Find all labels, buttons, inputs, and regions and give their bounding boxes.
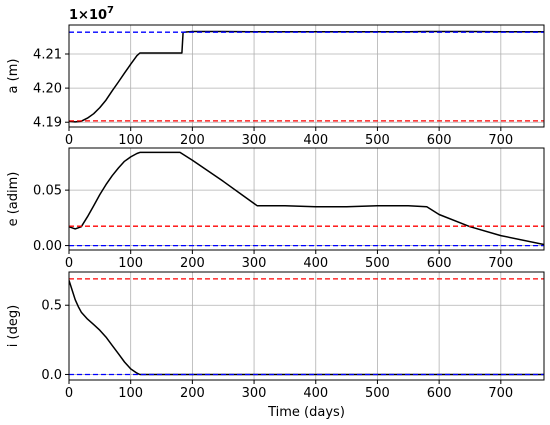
- panel-2: 0 100 200 300 400 500 600 700 0.00 0.05 e (adim): [6, 147, 545, 271]
- axis-offset-label: 1×107: [69, 5, 114, 23]
- x-tick-label: 300: [242, 256, 267, 271]
- x-tick-label: 700: [488, 386, 513, 401]
- x-tick-label: 600: [427, 133, 452, 148]
- x-tick-label: 200: [180, 256, 205, 271]
- x-tick-label: 600: [427, 386, 452, 401]
- y-tick-label: 0.00: [33, 239, 62, 254]
- x-tick-label: 700: [488, 256, 513, 271]
- y-tick-label: 4.21: [33, 47, 62, 62]
- x-tick-label: 100: [118, 133, 143, 148]
- y-tick-label: 0.0: [41, 368, 62, 383]
- data-series-line: [69, 151, 544, 246]
- axes-frame: [68, 24, 545, 128]
- panel-1: 0 100 200 300 400 500 600 700 4.19 4.20 4.21 a (m) 1…: [6, 5, 545, 148]
- x-tick-label: 100: [118, 256, 143, 271]
- y-tick-label: 4.19: [33, 116, 62, 131]
- series-group: [69, 278, 544, 376]
- x-tick-label: 500: [365, 256, 390, 271]
- x-tick-label: 400: [303, 133, 328, 148]
- data-series-line: [69, 280, 544, 376]
- x-tick-label: 100: [118, 386, 143, 401]
- x-tick-label: 600: [427, 256, 452, 271]
- data-series-line: [69, 30, 544, 123]
- x-tick-label: 700: [488, 133, 513, 148]
- y-axis-label: e (adim): [6, 172, 21, 227]
- x-tick-label: 300: [242, 133, 267, 148]
- axes-frame: [68, 271, 545, 381]
- y-tick-label: 4.20: [33, 82, 62, 97]
- x-tick-label: 500: [365, 133, 390, 148]
- y-tick-label: 0.5: [41, 299, 62, 314]
- x-tick-label: 400: [303, 386, 328, 401]
- axes-frame: [68, 147, 545, 251]
- x-axis-label: Time (days): [267, 405, 345, 420]
- x-tick-label: 0: [65, 133, 73, 148]
- x-tick-label: 300: [242, 386, 267, 401]
- series-group: [69, 151, 544, 247]
- series-group: [69, 30, 544, 123]
- x-tick-label: 500: [365, 386, 390, 401]
- x-tick-label: 0: [65, 256, 73, 271]
- x-tick-label: 200: [180, 133, 205, 148]
- y-axis-label: a (m): [6, 59, 21, 94]
- x-tick-label: 400: [303, 256, 328, 271]
- x-tick-label: 200: [180, 386, 205, 401]
- panel-3: 0 100 200 300 400 500 600 700 0.0 0.5 i (deg) Time …: [6, 271, 545, 420]
- y-axis-label: i (deg): [6, 305, 21, 347]
- y-tick-label: 0.05: [33, 184, 62, 199]
- x-tick-label: 0: [65, 386, 73, 401]
